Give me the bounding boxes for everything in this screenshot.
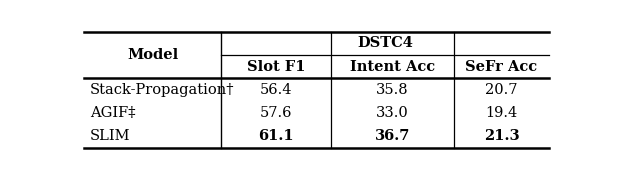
Text: Slot F1: Slot F1: [247, 60, 305, 74]
Text: 20.7: 20.7: [485, 83, 518, 97]
Text: 21.3: 21.3: [483, 129, 519, 143]
Text: Intent Acc: Intent Acc: [350, 60, 435, 74]
Text: 36.7: 36.7: [375, 129, 410, 143]
Text: 35.8: 35.8: [376, 83, 408, 97]
Text: DSTC4: DSTC4: [357, 36, 413, 50]
Text: SeFr Acc: SeFr Acc: [465, 60, 538, 74]
Text: 33.0: 33.0: [376, 106, 408, 120]
Text: AGIF‡: AGIF‡: [90, 106, 136, 120]
Text: Model: Model: [127, 48, 179, 62]
Text: 61.1: 61.1: [258, 129, 294, 143]
Text: SLIM: SLIM: [90, 129, 130, 143]
Text: Stack-Propagation†: Stack-Propagation†: [90, 83, 235, 97]
Text: 57.6: 57.6: [260, 106, 292, 120]
Text: 56.4: 56.4: [260, 83, 292, 97]
Text: 19.4: 19.4: [485, 106, 517, 120]
